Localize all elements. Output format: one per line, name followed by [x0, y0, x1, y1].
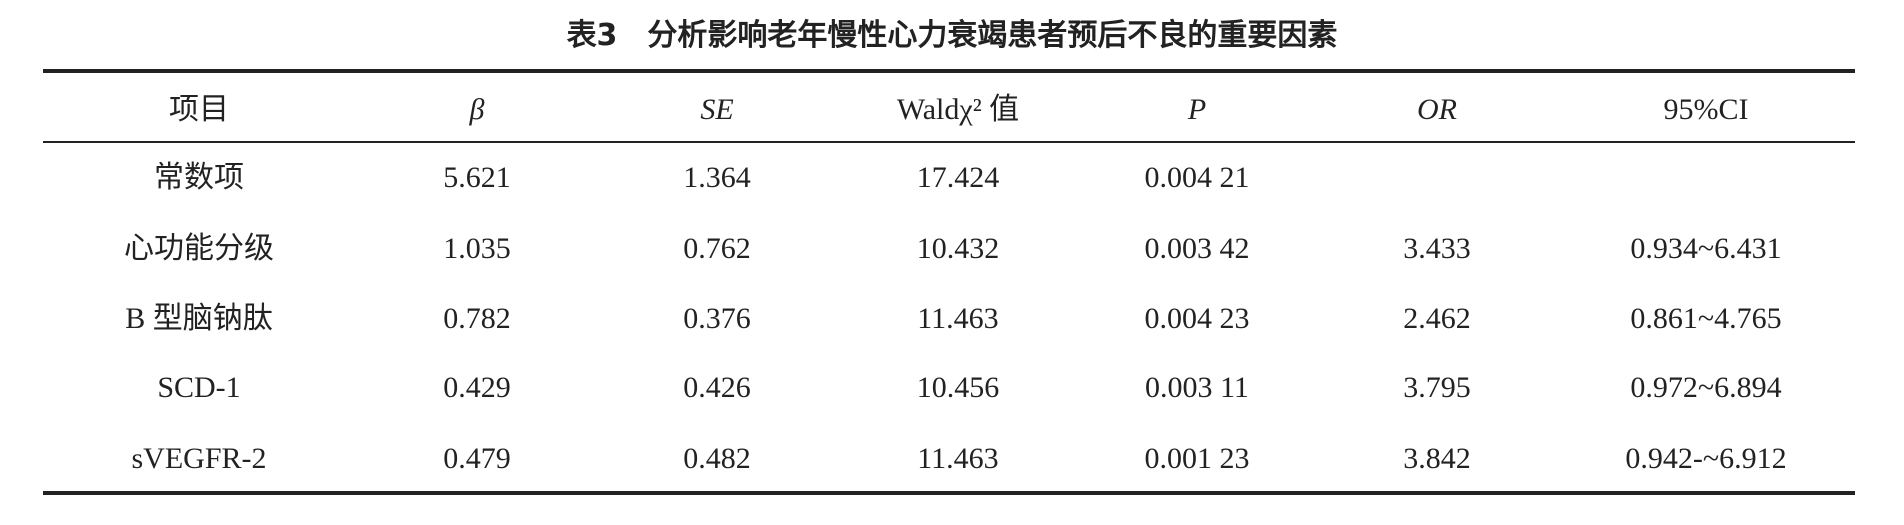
table-cell: 0.003 42	[1144, 232, 1250, 265]
header-cell: Waldχ² 值	[896, 93, 1020, 126]
table-cell: SCD-1	[157, 371, 241, 404]
table-cell: 3.842	[1403, 442, 1471, 475]
table-cell: 0.004 21	[1144, 161, 1250, 194]
header-cell: β	[469, 93, 485, 126]
table-cell: 3.433	[1403, 232, 1471, 265]
table-cell: 0.004 23	[1144, 302, 1250, 335]
table-cell: 10.432	[916, 232, 1000, 265]
header-cell: 95%CI	[1663, 93, 1749, 126]
table-cell: 0.376	[683, 302, 751, 335]
table-cell: 0.942-~6.912	[1625, 442, 1787, 475]
table-cell: sVEGFR-2	[131, 442, 267, 475]
table-cell: 0.782	[443, 302, 511, 335]
table-cell: 0.003 11	[1145, 371, 1249, 404]
table-cell: 0.001 23	[1144, 442, 1250, 475]
table-cell: 11.463	[917, 442, 999, 475]
bottom-rule	[43, 491, 1855, 495]
header-cell: SE	[700, 93, 734, 126]
header-cell: 项目	[169, 93, 229, 126]
table-cell: 0.479	[443, 442, 511, 475]
top-rule	[43, 69, 1855, 73]
table-cell: 0.861~4.765	[1630, 302, 1782, 335]
header-cell: P	[1187, 93, 1207, 126]
table-cell: 3.795	[1403, 371, 1471, 404]
table-cell: 2.462	[1403, 302, 1471, 335]
table-cell: 11.463	[917, 302, 999, 335]
table-cell: 0.482	[683, 442, 751, 475]
table-cell: 1.035	[443, 232, 511, 265]
table-cell: 0.429	[443, 371, 511, 404]
table-cell: 17.424	[916, 161, 1000, 194]
table-cell: B 型脑钠肽	[125, 302, 273, 335]
table-cell: 常数项	[154, 161, 244, 194]
table-cell: 1.364	[683, 161, 751, 194]
header-rule	[43, 141, 1855, 143]
table-cell: 0.972~6.894	[1630, 371, 1782, 404]
table-title: 表3 分析影响老年慢性心力衰竭患者预后不良的重要因素	[566, 18, 1338, 53]
table-cell: 0.934~6.431	[1630, 232, 1782, 265]
table-cell: 0.762	[683, 232, 751, 265]
table-cell: 0.426	[683, 371, 751, 404]
table-cell: 心功能分级	[124, 232, 274, 265]
table-cell: 5.621	[443, 161, 511, 194]
table-cell: 10.456	[916, 371, 1000, 404]
header-cell: OR	[1417, 93, 1457, 126]
